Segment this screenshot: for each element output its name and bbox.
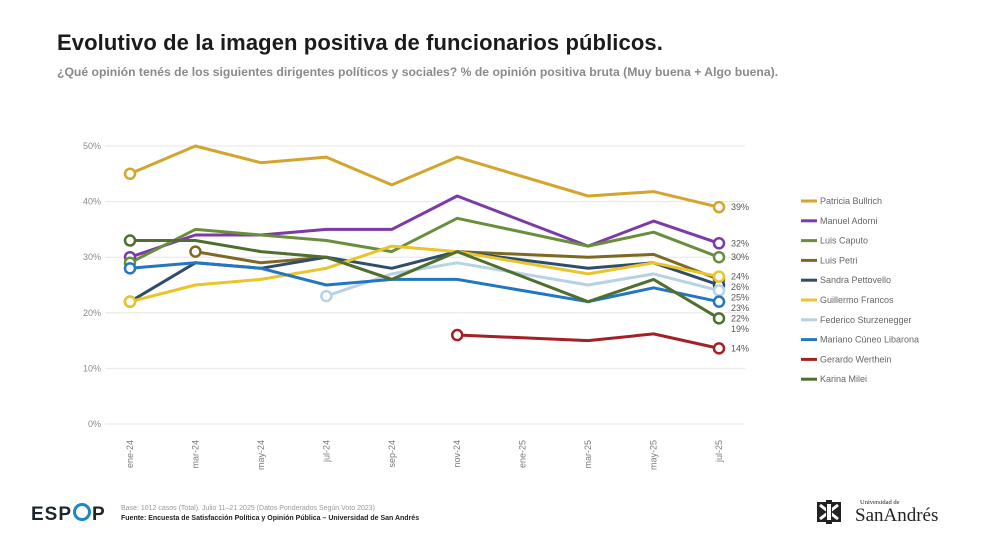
logo-o-circle-icon <box>73 503 92 521</box>
legend-label: Guillermo Francos <box>820 295 894 305</box>
legend-label: Manuel Adorni <box>820 216 878 226</box>
end-value-label: 39% <box>731 202 749 212</box>
endpoint-marker <box>123 295 137 308</box>
series-line <box>129 216 720 265</box>
end-value-label: 30% <box>731 252 749 262</box>
end-value-label: 22% <box>731 314 749 324</box>
series-line <box>129 194 720 259</box>
y-tick-label: 50% <box>83 141 101 151</box>
end-value-label: 24% <box>731 272 749 282</box>
legend-label: Patricia Bullrich <box>820 196 882 206</box>
series-line <box>325 261 720 298</box>
endpoint-marker <box>123 262 137 275</box>
footer-source-note: Fuente: Encuesta de Satisfacción Polític… <box>121 515 420 522</box>
y-tick-label: 30% <box>83 252 101 262</box>
end-value-label: 26% <box>731 282 749 292</box>
endpoint-marker <box>712 284 726 297</box>
end-value-label: 25% <box>731 293 749 303</box>
endpoint-marker <box>189 245 202 258</box>
legend-label: Mariano Cúneo Libarona <box>820 335 919 345</box>
chart-title: Evolutivo de la imagen positiva de funci… <box>57 30 663 55</box>
series-line <box>457 332 720 350</box>
footer-base-note: Base: 1012 casos (Total). Julio 11–21 20… <box>121 505 375 512</box>
end-value-label: 14% <box>731 343 749 353</box>
y-tick-label: 20% <box>83 308 101 318</box>
endpoint-marker <box>712 200 726 214</box>
end-value-label: 32% <box>731 238 749 248</box>
chart-subtitle: ¿Qué opinión tenés de los siguientes dir… <box>57 65 779 79</box>
x-tick-label: mar-24 <box>190 440 200 469</box>
x-tick-label: jul-25 <box>714 440 724 463</box>
series-line <box>129 244 720 304</box>
x-tick-label: nov-24 <box>452 440 462 468</box>
x-tick-label: mar-25 <box>583 440 593 469</box>
university-logo: Universidad de SanAndrés <box>816 499 946 527</box>
series-line <box>129 144 720 209</box>
endpoint-marker <box>712 237 726 250</box>
endpoint-marker <box>450 328 464 342</box>
series-line <box>130 239 720 320</box>
espop-logo: ESP P <box>31 503 106 525</box>
y-tick-label: 40% <box>83 197 101 207</box>
legend-label: Karina Milei <box>820 374 867 384</box>
legend-label: Luis Petri <box>820 255 858 265</box>
university-crest-icon <box>817 500 841 524</box>
x-tick-label: jul-24 <box>321 440 331 463</box>
y-tick-label: 10% <box>83 363 101 373</box>
endpoint-marker <box>123 234 137 247</box>
legend-label: Gerardo Werthein <box>820 354 891 364</box>
legend-label: Federico Sturzenegger <box>820 315 912 325</box>
endpoint-marker <box>320 289 333 303</box>
endpoint-marker <box>123 167 137 181</box>
x-tick-label: may-24 <box>256 440 266 470</box>
endpoint-marker <box>712 250 726 264</box>
endpoint-marker <box>712 312 726 325</box>
endpoint-marker <box>712 295 726 308</box>
x-tick-label: sep-24 <box>387 440 397 468</box>
end-value-label: 19% <box>731 324 749 334</box>
x-tick-label: ene-25 <box>518 440 528 468</box>
end-value-label: 23% <box>731 303 749 313</box>
endpoint-marker <box>712 270 726 283</box>
x-tick-label: ene-24 <box>125 440 135 468</box>
x-tick-label: may-25 <box>649 440 659 470</box>
y-tick-label: 0% <box>88 419 101 429</box>
legend-label: Luis Caputo <box>820 236 868 246</box>
legend-label: Sandra Pettovello <box>820 275 891 285</box>
endpoint-marker <box>712 342 726 355</box>
